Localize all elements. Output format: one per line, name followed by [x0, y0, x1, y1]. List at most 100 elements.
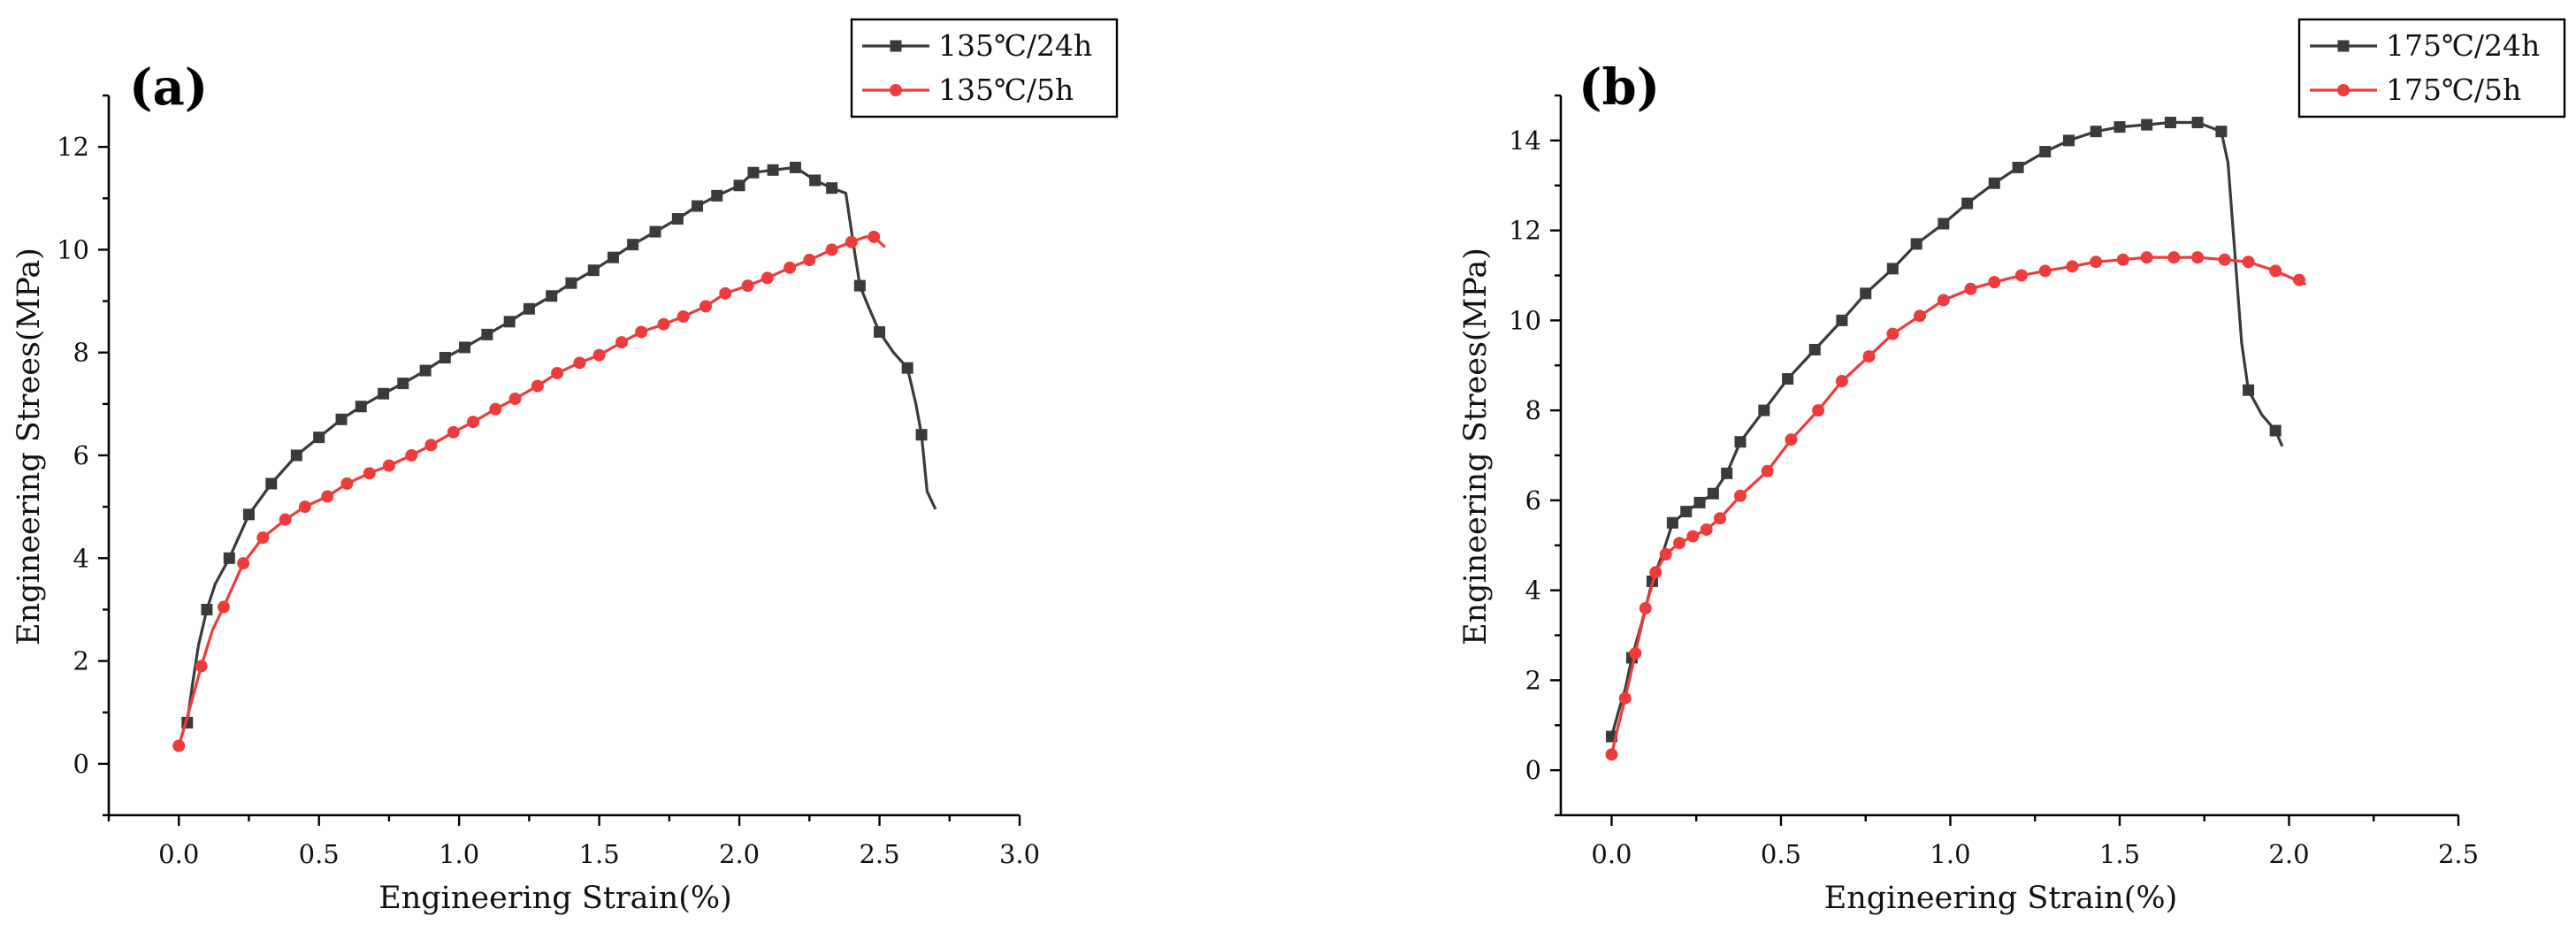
data-point: [265, 477, 278, 490]
x-axis-title: Engineering Strain(%): [378, 881, 732, 916]
data-point: [1734, 436, 1747, 448]
data-point: [784, 261, 797, 274]
data-point: [2090, 256, 2103, 269]
legend-label: 175℃/5h: [2386, 73, 2521, 107]
data-point: [1673, 537, 1686, 550]
data-point: [915, 429, 928, 441]
data-point: [1988, 177, 2000, 189]
data-point: [2269, 424, 2282, 437]
y-axis-title: Engineering Strees(MPa): [1458, 248, 1494, 645]
data-point: [615, 336, 628, 349]
data-point: [901, 362, 913, 374]
data-point: [803, 254, 816, 267]
data-point: [1812, 404, 1825, 417]
data-point: [531, 379, 544, 393]
data-point: [1988, 276, 2001, 289]
data-point: [2218, 253, 2231, 266]
data-point: [1693, 496, 1706, 508]
data-point: [256, 531, 270, 545]
legend-marker: [2337, 40, 2350, 52]
y-tick-label: 12: [1509, 216, 1541, 246]
legend-marker: [2337, 84, 2350, 96]
data-point: [573, 356, 586, 370]
x-tick-label: 0.0: [158, 839, 199, 869]
data-point: [2039, 146, 2052, 158]
data-point: [2292, 273, 2305, 286]
data-point: [853, 279, 866, 292]
data-point: [2012, 161, 2024, 173]
y-tick-label: 10: [1509, 305, 1541, 335]
legend-marker: [890, 40, 902, 52]
data-point: [2038, 264, 2052, 278]
data-point: [237, 557, 250, 570]
data-point: [1964, 282, 1977, 295]
legend-label: 175℃/24h: [2386, 28, 2540, 63]
data-point: [2114, 121, 2126, 134]
x-axis-title: Engineering Strain(%): [1824, 881, 2178, 916]
data-point: [2063, 134, 2075, 147]
data-point: [546, 290, 558, 302]
data-point: [1761, 464, 1774, 477]
y-tick-label: 4: [73, 543, 89, 573]
series-line: [186, 165, 937, 723]
data-point: [355, 401, 367, 413]
series-black: [181, 161, 937, 729]
data-point: [1639, 601, 1652, 615]
data-point: [1886, 263, 1899, 275]
data-point: [2191, 117, 2204, 129]
data-point: [424, 439, 438, 452]
y-tick-label: 6: [73, 440, 89, 470]
data-point: [1649, 566, 1663, 579]
data-point: [2269, 264, 2282, 278]
data-point: [2116, 253, 2129, 266]
y-tick-label: 14: [1509, 126, 1541, 156]
data-point: [565, 277, 577, 289]
data-point: [1758, 404, 1770, 416]
data-point: [313, 431, 325, 444]
data-point: [789, 161, 801, 173]
data-point: [340, 477, 354, 490]
x-tick-label: 0.0: [1591, 839, 1632, 869]
y-tick-label: 0: [73, 749, 89, 779]
data-point: [1734, 489, 1747, 502]
series-line: [1609, 256, 2307, 755]
data-point: [335, 413, 348, 425]
data-point: [1618, 691, 1632, 705]
data-point: [699, 300, 713, 313]
data-point: [692, 200, 704, 212]
data-point: [657, 317, 670, 331]
data-point: [1721, 467, 1733, 479]
legend: 175℃/24h 175℃/5h: [2297, 18, 2566, 118]
data-point: [2140, 251, 2153, 264]
data-point: [1782, 373, 1794, 386]
data-point: [1707, 487, 1719, 500]
data-point: [201, 603, 213, 615]
data-point: [242, 508, 255, 521]
data-point: [2090, 126, 2102, 138]
data-point: [587, 264, 600, 277]
data-point: [2242, 256, 2255, 269]
data-point: [874, 325, 886, 338]
series-red: [172, 230, 886, 752]
legend-label: 135℃/24h: [938, 28, 1092, 63]
data-point: [279, 513, 292, 526]
data-point: [635, 325, 648, 339]
x-tick-label: 0.5: [1761, 839, 1801, 869]
legend-box: [2297, 18, 2566, 118]
data-point: [1700, 523, 1713, 536]
data-point: [551, 366, 564, 379]
x-tick-label: 0.5: [299, 839, 340, 869]
legend-label: 135℃/5h: [938, 73, 1074, 107]
data-point: [1666, 516, 1678, 529]
y-axis-title: Engineering Strees(MPa): [11, 248, 47, 645]
data-point: [298, 500, 311, 514]
data-point: [1605, 748, 1618, 761]
data-point: [761, 271, 774, 285]
data-point: [172, 739, 186, 752]
data-point: [508, 393, 522, 406]
panel-label: (b): [1578, 58, 1660, 117]
y-tick-label: 0: [1525, 755, 1541, 785]
data-point: [1836, 314, 1848, 326]
data-point: [503, 316, 516, 328]
data-point: [290, 449, 302, 462]
